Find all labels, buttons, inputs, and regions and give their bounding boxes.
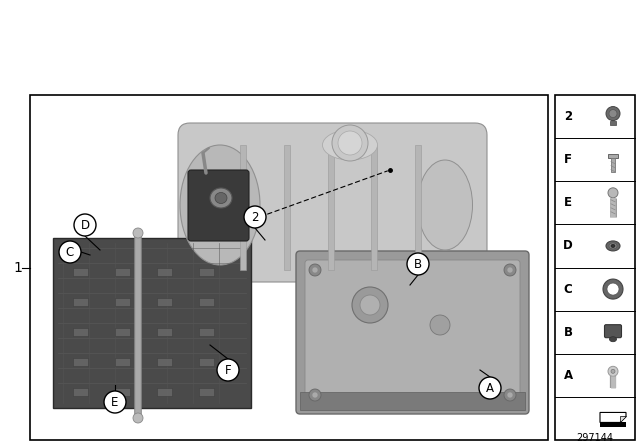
- Circle shape: [430, 315, 450, 335]
- Ellipse shape: [215, 193, 227, 203]
- Bar: [240, 145, 246, 270]
- Ellipse shape: [606, 241, 620, 251]
- Polygon shape: [620, 417, 626, 422]
- Text: 1: 1: [13, 261, 22, 275]
- Text: C: C: [66, 246, 74, 258]
- FancyBboxPatch shape: [178, 123, 487, 282]
- Bar: [73, 358, 88, 366]
- Circle shape: [133, 413, 143, 423]
- Bar: [284, 145, 290, 270]
- Bar: [73, 298, 88, 306]
- Circle shape: [507, 267, 513, 273]
- Bar: [73, 268, 88, 276]
- Bar: [157, 298, 172, 306]
- Ellipse shape: [180, 145, 260, 265]
- Bar: [610, 121, 616, 125]
- Circle shape: [312, 267, 318, 273]
- Circle shape: [606, 107, 620, 121]
- Bar: [73, 388, 88, 396]
- Bar: [199, 358, 214, 366]
- Circle shape: [609, 110, 617, 117]
- Bar: [157, 358, 172, 366]
- Circle shape: [309, 389, 321, 401]
- Circle shape: [312, 392, 318, 398]
- Bar: [157, 268, 172, 276]
- Ellipse shape: [611, 245, 615, 247]
- Text: A: A: [486, 382, 494, 395]
- Circle shape: [608, 188, 618, 198]
- Circle shape: [360, 295, 380, 315]
- Text: E: E: [111, 396, 118, 409]
- Circle shape: [133, 228, 143, 238]
- Bar: [600, 422, 626, 427]
- Bar: [115, 298, 130, 306]
- Circle shape: [104, 391, 126, 413]
- Text: E: E: [564, 196, 572, 209]
- FancyBboxPatch shape: [53, 238, 251, 408]
- Circle shape: [611, 369, 615, 373]
- Circle shape: [59, 241, 81, 263]
- Text: 2: 2: [252, 211, 259, 224]
- Bar: [157, 388, 172, 396]
- Circle shape: [244, 206, 266, 228]
- Circle shape: [504, 389, 516, 401]
- FancyBboxPatch shape: [296, 251, 529, 414]
- Bar: [555, 95, 635, 440]
- Bar: [115, 358, 130, 366]
- FancyBboxPatch shape: [305, 260, 520, 396]
- Bar: [73, 328, 88, 336]
- Circle shape: [479, 377, 501, 399]
- Circle shape: [504, 264, 516, 276]
- Circle shape: [407, 253, 429, 275]
- Bar: [115, 388, 130, 396]
- Polygon shape: [600, 413, 626, 422]
- Bar: [199, 298, 214, 306]
- Ellipse shape: [323, 130, 378, 160]
- Circle shape: [74, 214, 96, 236]
- Bar: [115, 268, 130, 276]
- FancyBboxPatch shape: [605, 325, 621, 338]
- Circle shape: [332, 125, 368, 161]
- Circle shape: [352, 287, 388, 323]
- Text: B: B: [414, 258, 422, 271]
- Text: F: F: [225, 363, 231, 376]
- Text: D: D: [81, 219, 90, 232]
- Ellipse shape: [609, 243, 617, 249]
- Circle shape: [338, 131, 362, 155]
- Text: 297144: 297144: [577, 433, 614, 443]
- Bar: [300, 392, 525, 410]
- Text: C: C: [564, 283, 572, 296]
- Text: D: D: [563, 239, 573, 252]
- Bar: [157, 328, 172, 336]
- Bar: [199, 328, 214, 336]
- Circle shape: [608, 366, 618, 376]
- Bar: [611, 158, 615, 172]
- Circle shape: [607, 283, 619, 295]
- Bar: [371, 145, 377, 270]
- Circle shape: [603, 279, 623, 299]
- Text: A: A: [563, 369, 573, 382]
- Polygon shape: [608, 154, 618, 158]
- Bar: [415, 145, 421, 270]
- Circle shape: [309, 264, 321, 276]
- Ellipse shape: [210, 188, 232, 208]
- Circle shape: [217, 359, 239, 381]
- Bar: [115, 328, 130, 336]
- Text: 2: 2: [564, 110, 572, 123]
- Bar: [328, 145, 333, 270]
- Bar: [199, 268, 214, 276]
- Text: B: B: [563, 326, 573, 339]
- Ellipse shape: [417, 160, 472, 250]
- Circle shape: [507, 392, 513, 398]
- Ellipse shape: [609, 337, 616, 342]
- Bar: [30, 95, 548, 440]
- Text: F: F: [564, 153, 572, 166]
- FancyBboxPatch shape: [188, 170, 249, 241]
- Bar: [199, 388, 214, 396]
